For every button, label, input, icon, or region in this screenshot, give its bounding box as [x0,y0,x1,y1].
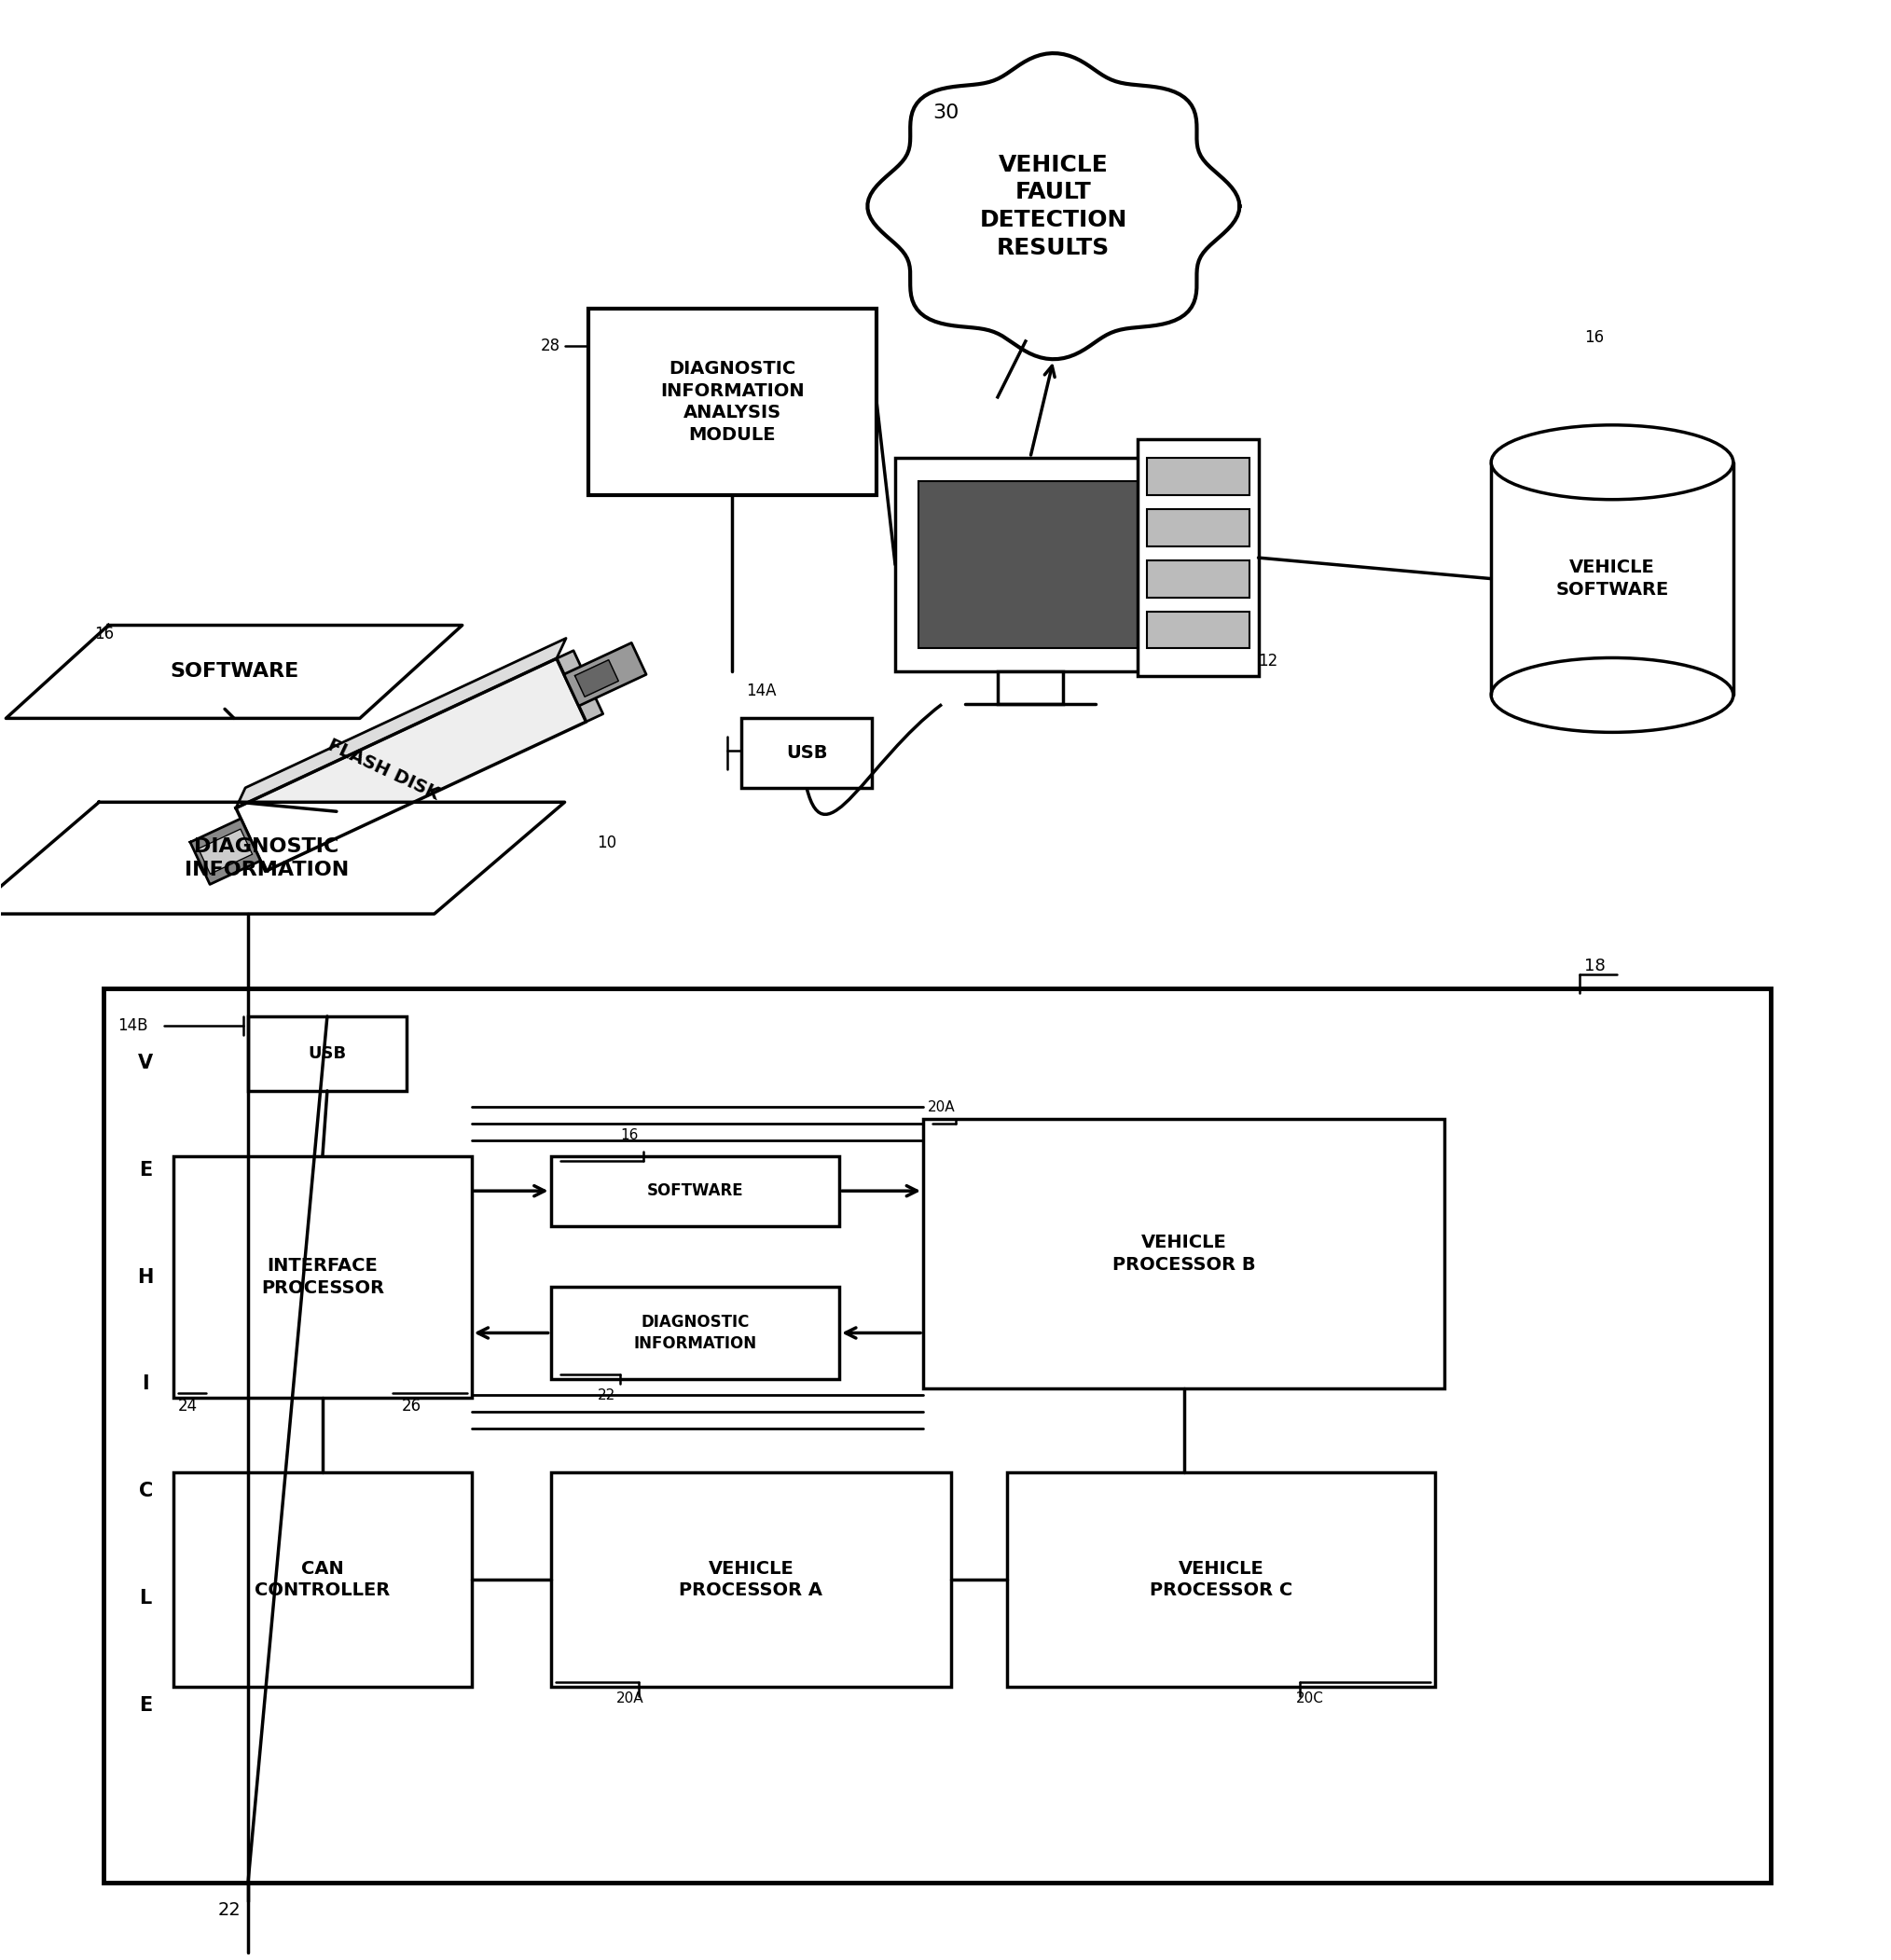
Text: E: E [138,1695,153,1715]
Polygon shape [236,659,586,872]
Bar [550,1286,840,1380]
Text: H: H [138,1268,153,1286]
Text: 26: 26 [401,1397,422,1415]
Text: C: C [138,1482,153,1501]
Bar [998,672,1063,704]
Text: 24: 24 [178,1397,199,1415]
Text: 16: 16 [95,625,113,643]
Polygon shape [868,53,1240,359]
Text: 14B: 14B [117,1017,147,1035]
Text: CAN
CONTROLLER: CAN CONTROLLER [255,1560,390,1599]
Polygon shape [236,639,565,808]
Bar [923,1119,1445,1390]
Polygon shape [191,819,261,884]
Text: 20A: 20A [616,1691,643,1705]
Polygon shape [199,829,252,874]
Text: VEHICLE
FAULT
DETECTION
RESULTS: VEHICLE FAULT DETECTION RESULTS [980,153,1127,259]
Bar [550,1156,840,1225]
Bar [174,1156,471,1397]
Bar [1146,612,1250,649]
Bar [248,1017,407,1092]
Text: 22: 22 [217,1901,240,1919]
Text: 10: 10 [598,835,616,851]
Text: VEHICLE
PROCESSOR C: VEHICLE PROCESSOR C [1150,1560,1293,1599]
Text: I: I [142,1374,149,1394]
Ellipse shape [1492,659,1734,733]
Text: 20C: 20C [1295,1691,1324,1705]
Bar [550,1472,951,1688]
Bar [1146,561,1250,598]
Text: DIAGNOSTIC
INFORMATION: DIAGNOSTIC INFORMATION [185,837,348,878]
Text: SOFTWARE: SOFTWARE [647,1182,743,1200]
Text: E: E [138,1160,153,1180]
Bar [1146,510,1250,547]
Text: 14A: 14A [747,682,777,700]
Text: DIAGNOSTIC
INFORMATION: DIAGNOSTIC INFORMATION [633,1313,756,1352]
Text: 30: 30 [932,104,959,122]
Text: VEHICLE
SOFTWARE: VEHICLE SOFTWARE [1556,559,1668,598]
Polygon shape [556,651,603,721]
Text: USB: USB [787,745,828,762]
Bar [588,308,877,494]
Text: 12: 12 [1258,653,1278,670]
Ellipse shape [1492,425,1734,500]
Bar [919,480,1142,649]
Bar [894,457,1165,672]
Polygon shape [575,661,618,696]
Text: FLASH DISK: FLASH DISK [325,735,442,804]
Text: 22: 22 [598,1390,615,1403]
Text: 18: 18 [1585,958,1605,974]
Text: VEHICLE
PROCESSOR B: VEHICLE PROCESSOR B [1112,1235,1256,1274]
Bar [1146,457,1250,494]
Polygon shape [0,802,565,913]
Text: 28: 28 [541,337,560,355]
Bar [104,988,1770,1882]
Text: 16: 16 [1585,329,1604,345]
Text: DIAGNOSTIC
INFORMATION
ANALYSIS
MODULE: DIAGNOSTIC INFORMATION ANALYSIS MODULE [660,361,804,443]
Text: V: V [138,1054,153,1072]
Text: VEHICLE
PROCESSOR A: VEHICLE PROCESSOR A [679,1560,823,1599]
Polygon shape [6,625,461,719]
Text: 20A: 20A [928,1100,955,1113]
Text: USB: USB [308,1045,346,1062]
Text: 16: 16 [620,1129,639,1143]
Text: L: L [140,1590,151,1607]
Text: SOFTWARE: SOFTWARE [170,662,299,682]
Bar [1006,1472,1435,1688]
Bar [741,719,872,788]
Text: INTERFACE
PROCESSOR: INTERFACE PROCESSOR [261,1256,384,1298]
Polygon shape [564,643,647,706]
Bar [1136,439,1258,676]
Bar [174,1472,471,1688]
